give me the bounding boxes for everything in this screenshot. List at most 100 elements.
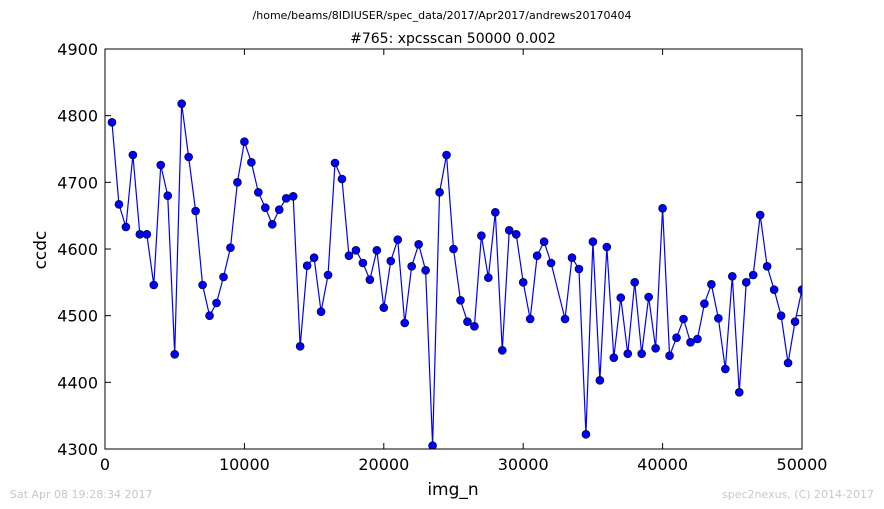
data-point [212,298,221,308]
data-point [379,303,389,312]
data-point [205,311,214,320]
data-point [762,262,772,271]
data-point [609,353,619,362]
data-point [261,203,270,212]
data-point [121,222,131,232]
series-layer [107,99,802,449]
y-tick-label: 4300 [57,440,98,459]
data-point [421,266,430,275]
y-tick-label: 4900 [57,40,98,59]
data-point [114,200,124,209]
data-point [170,350,179,359]
data-point [693,334,702,344]
data-point [407,262,416,271]
data-point [776,311,786,320]
x-tick-label: 40000 [637,455,688,474]
ticks-layer: 0 10000 20000 30000 40000 50000 4300 4400 4500 46… [57,40,827,474]
data-point [665,351,674,360]
data-point [400,318,410,328]
data-point [595,376,605,385]
x-tick-label: 20000 [358,455,409,474]
data-point [254,188,263,197]
footer-credit: spec2nexus, (C) 2014-2017 [722,488,874,501]
data-point [456,296,465,305]
data-point [316,307,326,316]
data-point [707,280,716,289]
data-point [672,333,681,342]
data-point [149,280,159,290]
data-point [539,237,549,246]
data-point [323,270,333,280]
data-point [393,235,403,244]
data-point [442,150,451,160]
data-point [504,226,514,235]
data-point [463,317,472,326]
y-axis-label: ccdc [31,231,51,270]
data-point [532,251,542,260]
data-point [302,261,312,270]
data-point [497,346,507,355]
data-point [574,264,584,274]
data-point [365,275,375,284]
data-point [288,192,298,201]
x-tick-label: 10000 [219,455,270,474]
y-tick-label: 4400 [57,373,98,392]
x-tick-label: 0 [100,455,110,474]
data-point [372,246,382,255]
footer-timestamp: Sat Apr 08 19:28:34 2017 [10,488,152,501]
data-point [128,150,138,160]
series-line [111,103,802,446]
data-point [267,220,277,229]
data-point [658,204,667,213]
data-point [581,430,591,439]
data-point [414,240,423,249]
data-point [184,152,193,162]
data-point [616,293,626,302]
data-point [240,137,249,146]
data-point [686,338,695,347]
data-point [714,314,723,323]
data-point [741,278,751,287]
data-point [163,191,173,200]
data-point [755,210,765,220]
data-point [344,251,354,260]
data-point [233,178,242,187]
y-tick-label: 4600 [57,240,98,259]
data-point [337,174,347,184]
data-point [491,208,500,217]
data-point [602,242,612,252]
data-point [330,158,340,168]
data-point [727,272,737,281]
data-point [567,253,577,262]
data-point [219,272,228,282]
data-point [623,349,633,358]
data-point [630,278,640,287]
x-tick-label: 50000 [777,455,828,474]
y-tick-label: 4700 [57,173,98,192]
data-point [679,314,688,324]
data-point [734,388,744,397]
data-point [351,246,361,255]
data-point [435,188,444,197]
data-point [358,258,368,268]
data-point [386,256,396,266]
data-point [449,244,458,254]
data-point [191,206,200,216]
data-point [274,205,284,214]
data-point [177,99,186,108]
data-point [477,231,486,240]
data-point [748,270,758,280]
data-point [783,358,793,368]
data-point [769,285,779,294]
data-point [790,317,800,326]
data-point [560,314,570,324]
data-point [247,158,256,167]
data-point [309,253,319,262]
data-point [644,292,653,302]
chart-title: #765: xpcsscan 50000 0.002 [350,31,556,47]
data-point [428,441,437,449]
data-point [142,230,152,239]
y-tick-label: 4500 [57,307,98,326]
data-point [588,237,598,246]
x-tick-label: 30000 [498,455,549,474]
